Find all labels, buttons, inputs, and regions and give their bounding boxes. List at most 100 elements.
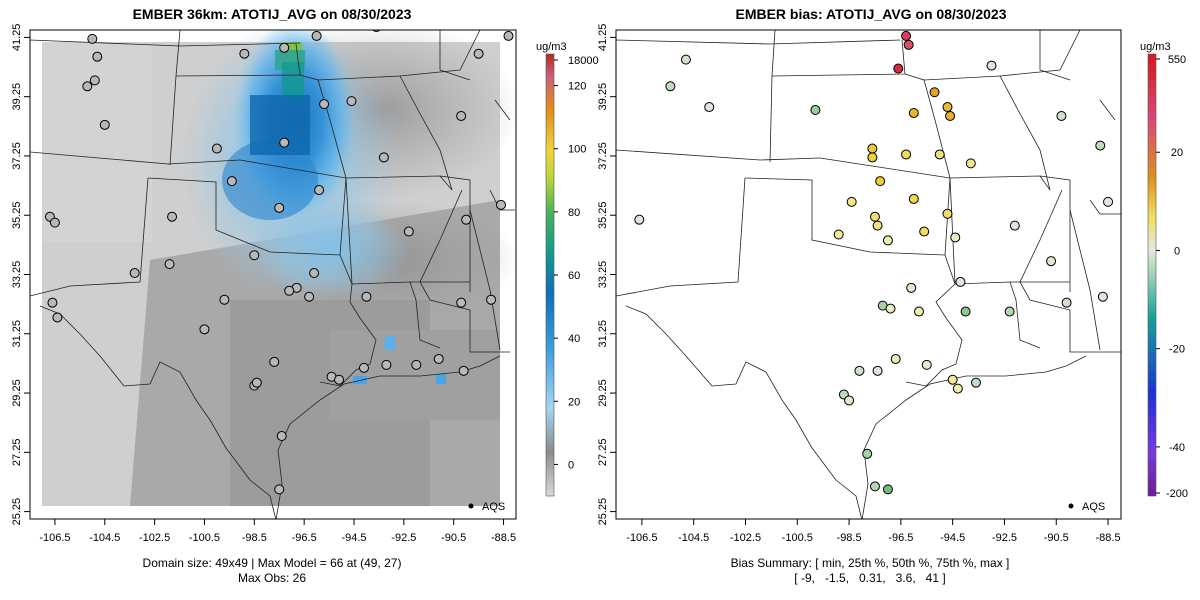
bias-summary-caption: Bias Summary: [ min, 25th %, 50th %, 75t…	[731, 556, 1010, 570]
model-obs-sites	[44, 30, 514, 495]
bias-point	[901, 149, 912, 160]
bias-point	[680, 54, 691, 65]
obs-site-marker	[129, 268, 140, 279]
obs-site-marker	[473, 48, 484, 59]
x-tick-label: -104.5	[678, 532, 709, 544]
colorbar-label: 100	[568, 144, 586, 156]
obs-site-marker	[274, 484, 285, 495]
obs-site-marker	[486, 294, 497, 305]
obs-site-marker	[82, 81, 93, 92]
x-tick-label: -96.5	[292, 532, 317, 544]
bias-point	[890, 353, 901, 364]
colorbar-label: -200	[1166, 488, 1188, 500]
bias-point	[942, 208, 953, 219]
model-panel: EMBER 36km: ATOTIJ_AVG on 08/30/2023	[11, 6, 599, 585]
bias-point	[908, 193, 919, 204]
x-tick-label: -92.5	[992, 532, 1017, 544]
obs-site-marker	[47, 297, 58, 308]
bias-point	[882, 235, 893, 246]
obs-site-marker	[167, 211, 178, 222]
model-legend: AQS	[468, 501, 505, 513]
obs-site-marker	[319, 99, 330, 110]
bias-point	[965, 158, 976, 169]
bias-point	[986, 60, 997, 71]
y-tick-label: 41.25	[597, 24, 609, 52]
y-tick-label: 29.25	[11, 379, 23, 407]
bias-point	[875, 176, 886, 187]
obs-site-marker	[311, 30, 322, 41]
obs-site-marker	[346, 96, 357, 107]
obs-site-marker	[456, 110, 467, 121]
model-chart-title: EMBER 36km: ATOTIJ_AVG on 08/30/2023	[133, 6, 412, 22]
model-colorbar-unit: ug/m3	[536, 41, 567, 53]
model-x-axis: -106.5 -104.5 -102.5 -100.5 -98.5 -96.5 -94.5 -…	[39, 519, 516, 544]
colorbar-label: 20	[1171, 147, 1183, 159]
obs-site-marker	[284, 285, 295, 296]
obs-site-marker	[89, 75, 100, 86]
obs-site-marker	[304, 291, 315, 302]
x-tick-label: -88.5	[1096, 532, 1121, 544]
bias-chart-title: EMBER bias: ATOTIJ_AVG on 08/30/2023	[735, 6, 1006, 22]
y-tick-label: 31.25	[11, 320, 23, 348]
bias-point	[704, 102, 715, 113]
bias-point	[950, 232, 961, 243]
obs-site-marker	[458, 365, 469, 376]
bias-point	[854, 365, 865, 376]
bias-y-axis: 25.25 27.25 29.25 31.25 33.25 35.25 37.25 39.25…	[597, 24, 616, 525]
x-tick-label: -88.5	[491, 532, 516, 544]
bias-point	[1103, 196, 1114, 207]
colorbar-label: 18000	[568, 55, 599, 67]
x-tick-label: -102.5	[730, 532, 761, 544]
obs-site-marker	[381, 359, 392, 370]
colorbar-label: 80	[568, 207, 580, 219]
bias-point	[947, 374, 958, 385]
bias-point	[869, 211, 880, 222]
y-tick-label: 29.25	[597, 379, 609, 407]
obs-site-marker	[211, 143, 222, 154]
colorbar-label: 20	[568, 396, 580, 408]
obs-site-marker	[276, 431, 287, 442]
y-tick-label: 41.25	[11, 24, 23, 52]
obs-site-marker	[274, 202, 285, 213]
x-tick-label: -94.5	[940, 532, 965, 544]
y-tick-label: 27.25	[11, 439, 23, 467]
bias-point	[862, 448, 873, 459]
bias-point	[960, 306, 971, 317]
colorbar-label: 0	[568, 459, 574, 471]
x-tick-label: -94.5	[341, 532, 366, 544]
bias-point	[945, 110, 956, 121]
obs-site-marker	[49, 217, 60, 228]
y-tick-label: 37.25	[11, 142, 23, 170]
bias-point	[1046, 256, 1057, 267]
aqs-legend-marker	[468, 503, 474, 509]
obs-site-marker	[334, 374, 345, 385]
y-tick-label: 33.25	[11, 261, 23, 289]
y-tick-label: 39.25	[11, 83, 23, 111]
bias-point	[1004, 306, 1015, 317]
bias-map-boundaries	[616, 30, 1121, 519]
x-tick-label: -96.5	[888, 532, 913, 544]
y-tick-label: 35.25	[11, 201, 23, 229]
x-tick-label: -100.5	[189, 532, 220, 544]
bias-point	[634, 214, 645, 225]
bias-x-axis: -106.5 -104.5 -102.5 -100.5 -98.5 -96.5 -94.5 -…	[626, 519, 1121, 544]
x-tick-label: -90.5	[441, 532, 466, 544]
bias-point	[955, 276, 966, 287]
bias-point	[833, 229, 844, 240]
bias-point	[919, 226, 930, 237]
obs-site-marker	[496, 199, 507, 210]
bias-point	[901, 30, 912, 41]
obs-site-marker	[239, 48, 250, 59]
x-tick-label: -92.5	[391, 532, 416, 544]
bias-point	[885, 303, 896, 314]
model-caption-maxobs: Max Obs: 26	[238, 571, 306, 585]
obs-site-marker	[461, 214, 472, 225]
x-tick-label: -106.5	[39, 532, 70, 544]
obs-site-marker	[249, 250, 260, 261]
obs-site-marker	[411, 359, 422, 370]
x-tick-label: -90.5	[1044, 532, 1069, 544]
bias-point	[1056, 110, 1067, 121]
obs-site-marker	[226, 176, 237, 187]
bias-point	[934, 149, 945, 160]
obs-site-marker	[269, 356, 280, 367]
